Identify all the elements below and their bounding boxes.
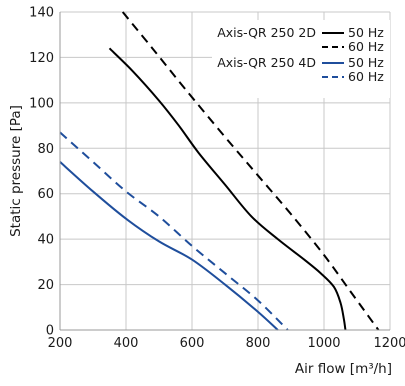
y-tick-label-1: 20 bbox=[37, 278, 54, 293]
legend-entry-label-3: 60 Hz bbox=[348, 69, 384, 84]
axes: 200 400 600 800 1000 1200 0 20 40 60 80 100 120 140 bbox=[29, 6, 405, 352]
y-tick-label-5: 100 bbox=[29, 96, 54, 111]
y-tick-label-0: 0 bbox=[46, 324, 54, 339]
x-tick-label-1: 400 bbox=[114, 336, 139, 351]
series-line-0 bbox=[108, 47, 347, 331]
series-lines bbox=[59, 11, 380, 331]
legend-group-label-0: Axis-QR 250 2D bbox=[217, 25, 316, 40]
legend-entry-label-0: 50 Hz bbox=[348, 25, 384, 40]
x-tick-label-4: 1000 bbox=[307, 336, 340, 351]
y-tick-label-6: 120 bbox=[29, 51, 54, 66]
grid bbox=[59, 11, 391, 331]
legend-group-label-1: Axis-QR 250 4D bbox=[217, 55, 316, 70]
y-tick-label-3: 60 bbox=[37, 187, 54, 202]
legend-entry-label-2: 50 Hz bbox=[348, 55, 384, 70]
y-tick-label-7: 140 bbox=[29, 6, 54, 21]
legend-background bbox=[212, 20, 390, 98]
series-line-3 bbox=[59, 131, 289, 331]
legend-entry-label-1: 60 Hz bbox=[348, 39, 384, 54]
y-tick-label-4: 80 bbox=[37, 142, 54, 157]
x-tick-label-0: 200 bbox=[48, 336, 73, 351]
y-axis-title: Static pressure [Pa] bbox=[8, 105, 24, 237]
y-tick-label-2: 40 bbox=[37, 233, 54, 248]
x-axis-title: Air flow [m³/h] bbox=[295, 361, 392, 377]
series-line-2 bbox=[59, 161, 279, 331]
x-tick-label-5: 1200 bbox=[373, 336, 405, 351]
x-tick-label-3: 800 bbox=[246, 336, 271, 351]
x-tick-label-2: 600 bbox=[180, 336, 205, 351]
series-line-1 bbox=[121, 11, 380, 331]
